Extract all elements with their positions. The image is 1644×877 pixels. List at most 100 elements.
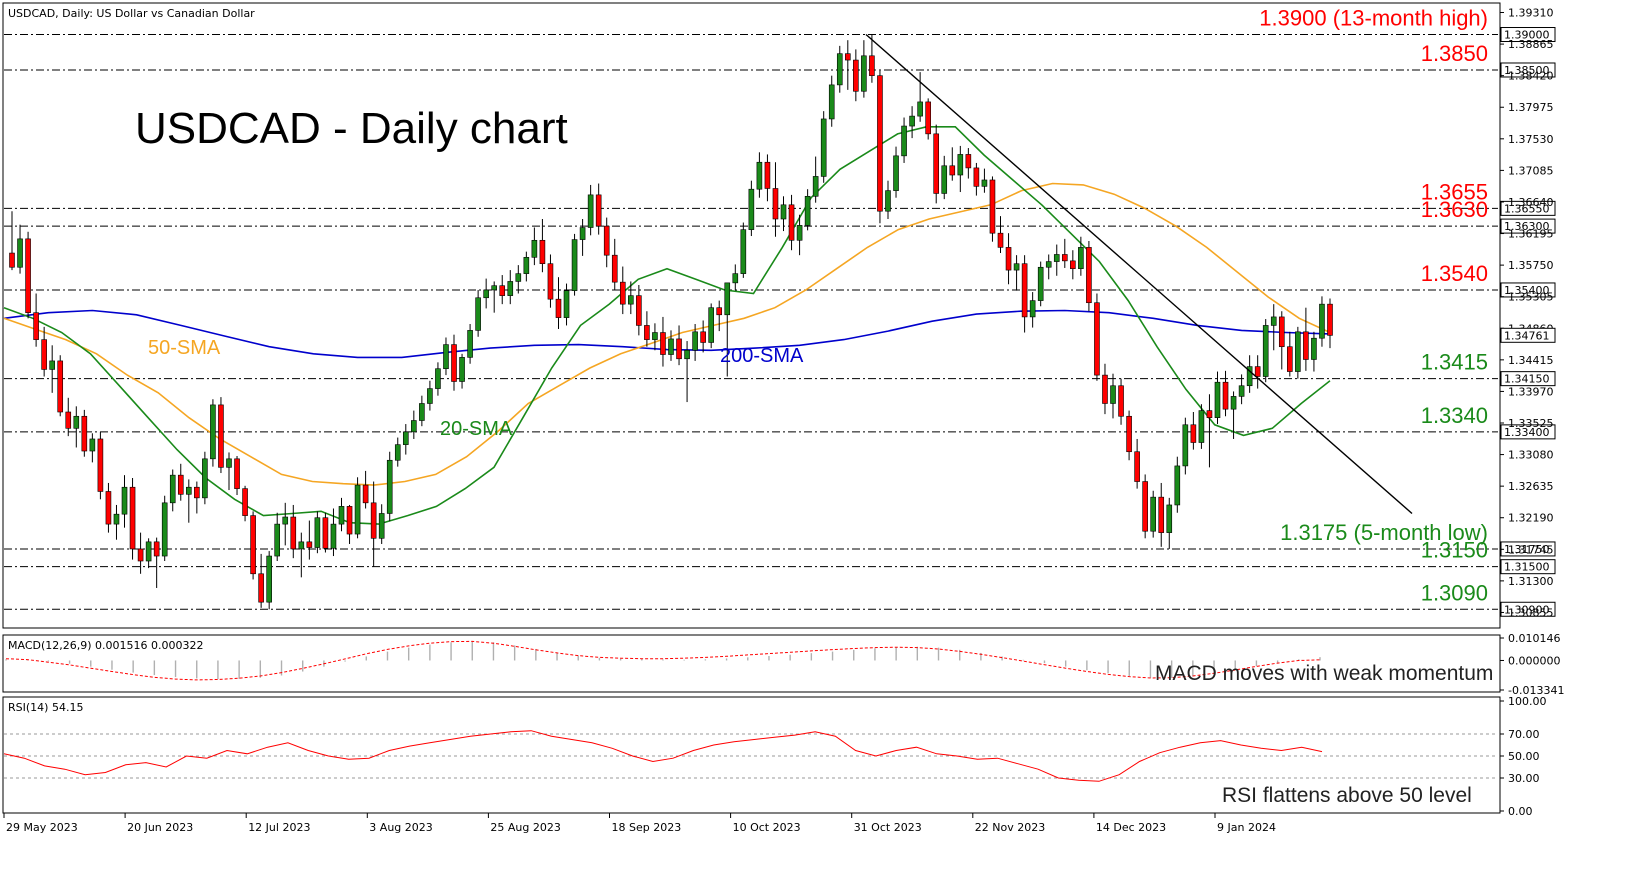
candle-body: [370, 502, 377, 539]
candle: [973, 162, 980, 196]
macd-panel-frame: [2, 634, 1501, 693]
candle: [81, 409, 88, 457]
candle: [1206, 394, 1213, 468]
candle: [1037, 261, 1044, 307]
candle: [828, 75, 835, 127]
macd-annotation: MACD moves with weak momentum: [1155, 662, 1493, 685]
candle: [234, 455, 240, 496]
moving-averages: [3, 126, 1331, 525]
candle-body: [611, 254, 618, 283]
candle-body: [145, 541, 152, 562]
candle-body: [483, 289, 489, 299]
candle-body: [338, 506, 345, 525]
candle-body: [1053, 254, 1060, 262]
price-tick-label: 1.38420: [1508, 70, 1554, 83]
candle-body: [169, 474, 176, 504]
candle: [169, 469, 176, 512]
ma20-line: [3, 126, 1331, 525]
candle-body: [1254, 366, 1261, 377]
level-price-box: [1500, 27, 1556, 43]
candle: [1142, 474, 1148, 539]
candle: [1311, 331, 1317, 372]
candle: [1053, 244, 1060, 276]
candle-body: [1005, 247, 1012, 271]
candle-body: [845, 53, 851, 61]
candle: [933, 124, 940, 204]
candle: [65, 397, 72, 437]
candle-body: [1166, 504, 1173, 533]
candle-body: [1262, 325, 1269, 377]
candle-body: [1158, 496, 1165, 533]
candle: [370, 481, 377, 567]
candle-body: [973, 167, 980, 187]
candle-body: [105, 491, 112, 525]
candle: [603, 217, 610, 268]
candle: [153, 537, 160, 588]
candle: [732, 264, 739, 290]
date-tick-label: 12 Jul 2023: [248, 821, 310, 834]
candle-body: [732, 273, 739, 284]
candle: [748, 180, 755, 237]
date-tick-label: 29 May 2023: [6, 821, 78, 834]
candle: [836, 45, 843, 93]
candle: [893, 146, 899, 198]
ma200-line: [3, 309, 1331, 359]
level-labels: 1.3900 (13-month high) 1.3850 1.36551.3630…: [1259, 6, 1488, 606]
candle-body: [306, 541, 313, 548]
date-axis: 29 May 2023 20 Jun 2023 12 Jul 2023 3 Aug 2…: [3, 813, 1276, 834]
candle-body: [1045, 261, 1052, 268]
candle-body: [812, 176, 819, 197]
candle: [1126, 410, 1132, 461]
date-tick-label: 14 Dec 2023: [1096, 821, 1166, 834]
candle-body: [796, 225, 803, 241]
candle-body: [451, 344, 457, 382]
candle-body: [57, 360, 64, 413]
candle-body: [901, 125, 907, 157]
candle: [619, 266, 626, 315]
candle-body: [772, 188, 779, 220]
candle-body: [1037, 266, 1044, 301]
candle: [137, 532, 144, 574]
candle: [1198, 404, 1205, 449]
price-tick-label: 1.39310: [1508, 7, 1554, 20]
rsi-tick-label: 0.00: [1508, 805, 1533, 818]
candle-body: [684, 349, 690, 360]
candle-body: [515, 273, 522, 282]
candle: [394, 437, 401, 467]
candle-body: [218, 404, 224, 468]
candle-body: [378, 513, 385, 539]
candle-body: [1126, 415, 1132, 453]
ma50-label: 50-SMA: [148, 337, 221, 359]
candle-body: [644, 325, 650, 340]
candle-body: [1206, 410, 1213, 418]
price-tick-label: 1.37530: [1508, 133, 1554, 146]
candle: [1327, 298, 1333, 349]
candle-body: [1311, 337, 1317, 360]
candle-body: [1327, 303, 1333, 336]
candle: [41, 326, 47, 377]
candle: [226, 452, 232, 491]
level-label: 1.3850: [1421, 41, 1488, 66]
ma20-label: 20-SMA: [440, 418, 513, 440]
candle-body: [523, 257, 530, 274]
candle-body: [1061, 254, 1068, 262]
candle: [1246, 355, 1253, 393]
candle-body: [1029, 300, 1036, 318]
candle-body: [346, 506, 353, 535]
candle-body: [579, 227, 586, 240]
candle-body: [330, 523, 337, 549]
date-tick-label: 25 Aug 2023: [490, 821, 560, 834]
price-tick-label: 1.30855: [1508, 606, 1554, 619]
candle-body: [386, 459, 393, 514]
macd-tick-label: 0.000000: [1508, 654, 1561, 667]
candle-body: [113, 513, 120, 525]
candle: [89, 433, 96, 463]
candle: [49, 345, 55, 393]
candle-body: [467, 330, 473, 358]
candle-body: [1102, 374, 1108, 404]
candle-body: [210, 404, 216, 460]
candle: [459, 353, 465, 389]
candle: [499, 275, 506, 305]
candle: [1214, 371, 1221, 425]
